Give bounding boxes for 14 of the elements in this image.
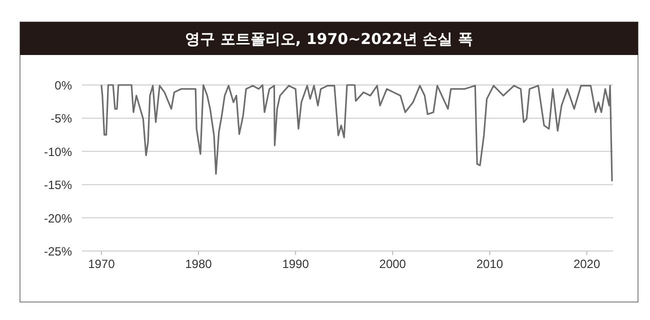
y-tick-label: 0% xyxy=(54,78,72,92)
x-tick-label: 2010 xyxy=(476,257,504,271)
x-tick-label: 1990 xyxy=(282,257,310,271)
x-tick-label: 1980 xyxy=(185,257,212,271)
chart-title: 영구 포트폴리오, 1970~2022년 손실 폭 xyxy=(185,30,473,48)
y-tick-label: -10% xyxy=(44,144,72,159)
x-tick-label: 1970 xyxy=(88,257,116,271)
x-tick-label: 2020 xyxy=(573,257,600,271)
y-tick-label: -20% xyxy=(44,211,72,226)
line-series xyxy=(100,84,613,182)
y-tick-label: -5% xyxy=(50,112,72,126)
x-tick-label: 2000 xyxy=(379,257,406,271)
y-tick-label: -25% xyxy=(44,244,72,258)
y-tick-label: -15% xyxy=(44,178,72,192)
